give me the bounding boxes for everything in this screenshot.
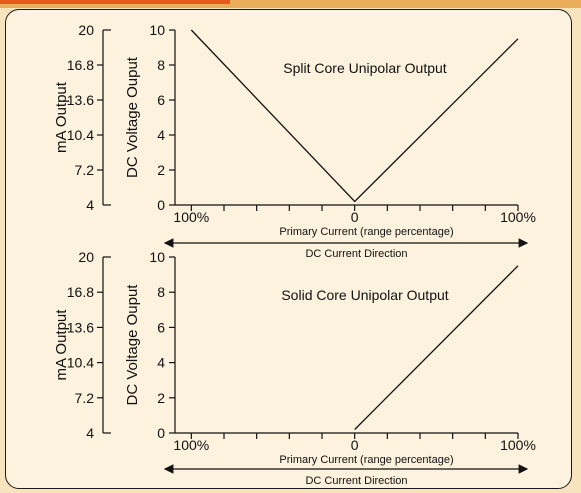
ma-tick-label: 20 <box>78 249 94 265</box>
y-axis-label: DC Voltage Ouput <box>124 56 141 178</box>
ma-tick-label: 4 <box>86 425 94 441</box>
ma-tick-label: 13.6 <box>67 92 94 108</box>
ma-tick-label: 13.6 <box>67 319 94 335</box>
series-line <box>354 265 519 430</box>
y-tick-label: 6 <box>157 319 165 335</box>
ma-axis-label: mA Output <box>53 309 70 381</box>
chart-panel <box>5 9 572 489</box>
y-tick-label: 8 <box>157 284 165 300</box>
x-axis-label: Primary Current (range percentage) <box>279 454 453 466</box>
x-tick-label: 100% <box>173 437 209 453</box>
header-accent-band <box>0 0 230 4</box>
y-tick-label: 10 <box>149 249 165 265</box>
chart-title: Split Core Unipolar Output <box>283 60 447 76</box>
ma-tick-label: 4 <box>86 197 94 213</box>
ma-tick-label: 10.4 <box>67 127 94 143</box>
y-axis-label: DC Voltage Ouput <box>124 284 141 406</box>
header-strip <box>0 0 581 8</box>
ma-axis-label: mA Output <box>53 81 70 153</box>
direction-label: DC Current Direction <box>305 248 407 260</box>
y-tick-label: 8 <box>157 57 165 73</box>
ma-tick-label: 16.8 <box>67 284 94 300</box>
x-tick-label: 0 <box>351 209 359 225</box>
chart-title: Solid Core Unipolar Output <box>281 287 448 303</box>
y-tick-label: 2 <box>157 162 165 178</box>
x-tick-label: 100% <box>173 209 209 225</box>
series-line <box>190 29 519 203</box>
y-tick-label: 2 <box>157 390 165 406</box>
y-tick-label: 4 <box>157 355 165 371</box>
direction-label: DC Current Direction <box>305 475 407 487</box>
y-tick-label: 0 <box>157 425 165 441</box>
ma-tick-label: 10.4 <box>67 355 94 371</box>
ma-tick-label: 7.2 <box>75 390 95 406</box>
y-tick-label: 10 <box>149 22 165 38</box>
x-tick-label: 100% <box>500 209 536 225</box>
x-tick-label: 100% <box>500 437 536 453</box>
solid-core-chart: 4 7.2 10.4 13.6 16.8 20 mA Output 0 2 4 6 8 10 DC Vol… <box>53 249 536 487</box>
ma-tick-label: 16.8 <box>67 57 94 73</box>
y-tick-label: 0 <box>157 197 165 213</box>
x-tick-label: 0 <box>351 437 359 453</box>
ma-tick-label: 7.2 <box>75 162 95 178</box>
ma-tick-label: 20 <box>78 22 94 38</box>
y-tick-label: 6 <box>157 92 165 108</box>
x-axis-label: Primary Current (range percentage) <box>279 226 453 238</box>
y-tick-label: 4 <box>157 127 165 143</box>
split-core-chart: 4 7.2 10.4 13.6 16.8 20 mA Output 0 2 4 6 8 10 DC Vol… <box>53 22 536 260</box>
